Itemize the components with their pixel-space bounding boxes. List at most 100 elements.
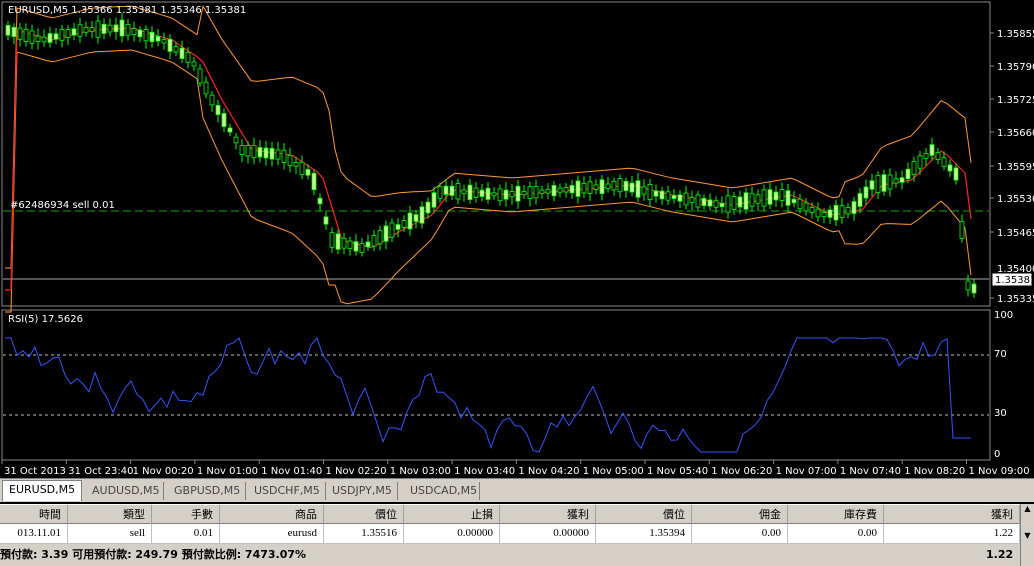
candle bbox=[491, 192, 497, 197]
candle bbox=[743, 192, 749, 210]
tab-audusd[interactable]: AUDUSD,M5 bbox=[86, 482, 164, 500]
candle bbox=[53, 33, 59, 40]
time-tick-label: 1 Nov 00:20 bbox=[133, 466, 194, 477]
candle bbox=[41, 36, 47, 43]
time-tick-label: 1 Nov 08:20 bbox=[904, 466, 965, 477]
candle bbox=[137, 29, 143, 38]
candle bbox=[953, 167, 959, 181]
candle bbox=[701, 198, 707, 206]
candle bbox=[191, 61, 197, 67]
col-profit[interactable]: 獲利 bbox=[884, 505, 1020, 524]
candle bbox=[467, 184, 473, 200]
col-symbol[interactable]: 商品 bbox=[220, 505, 324, 524]
scrollbar[interactable]: ▲ ▼ bbox=[1020, 504, 1034, 566]
time-tick-label: 1 Nov 03:40 bbox=[454, 466, 515, 477]
candle bbox=[803, 202, 809, 212]
time-tick-label: 1 Nov 07:00 bbox=[776, 466, 837, 477]
tab-gbpusd[interactable]: GBPUSD,M5 bbox=[168, 482, 246, 500]
col-type[interactable]: 類型 bbox=[68, 505, 152, 524]
candle bbox=[731, 196, 737, 210]
rsi-level-label: 70 bbox=[994, 349, 1007, 360]
candle bbox=[305, 169, 311, 176]
candle bbox=[17, 27, 23, 40]
candle bbox=[293, 162, 299, 167]
bollinger-upper bbox=[5, 4, 972, 269]
candle bbox=[251, 144, 257, 159]
time-tick-label: 1 Nov 02:20 bbox=[326, 466, 387, 477]
tab-usdcad[interactable]: USDCAD,M5 bbox=[404, 482, 480, 500]
candle bbox=[797, 198, 803, 210]
cell-symbol: eurusd bbox=[220, 524, 324, 543]
candle bbox=[101, 23, 107, 34]
account-summary: 預付款: 3.39 可用預付款: 249.79 預付款比例: 7473.07% … bbox=[0, 544, 1034, 566]
candle bbox=[239, 145, 245, 155]
candle bbox=[593, 184, 599, 190]
candle bbox=[761, 189, 767, 207]
candle bbox=[875, 175, 881, 193]
price-tick-label: 1.35400 bbox=[997, 264, 1034, 275]
candle bbox=[965, 280, 971, 291]
candle bbox=[569, 185, 575, 194]
candle bbox=[899, 177, 905, 183]
candle bbox=[125, 24, 131, 36]
candle bbox=[59, 29, 65, 41]
candle bbox=[389, 222, 395, 238]
candle bbox=[935, 152, 941, 160]
price-chart[interactable]: EURUSD,M5 1.35366 1.35381 1.35346 1.3538… bbox=[0, 0, 1034, 478]
candle bbox=[257, 147, 263, 158]
col-current-price[interactable]: 價位 bbox=[596, 505, 692, 524]
candle bbox=[623, 180, 629, 192]
candle bbox=[641, 186, 647, 195]
candle bbox=[521, 191, 527, 196]
candle bbox=[923, 153, 929, 159]
candle bbox=[65, 29, 71, 38]
candle bbox=[11, 26, 17, 38]
candle bbox=[401, 220, 407, 228]
candle bbox=[905, 168, 911, 180]
time-tick-label: 1 Nov 04:20 bbox=[518, 466, 579, 477]
candle bbox=[161, 39, 167, 44]
candle bbox=[221, 113, 227, 127]
time-tick-label: 1 Nov 07:40 bbox=[840, 466, 901, 477]
candle bbox=[119, 19, 125, 37]
candle bbox=[863, 186, 869, 199]
time-tick-label: 1 Nov 06:20 bbox=[711, 466, 772, 477]
candle bbox=[185, 51, 191, 63]
col-take-profit[interactable]: 獲利 bbox=[500, 505, 596, 524]
cell-current-price: 1.35394 bbox=[596, 524, 692, 543]
candle bbox=[233, 136, 239, 144]
col-commission[interactable]: 佣金 bbox=[692, 505, 788, 524]
candle bbox=[437, 186, 443, 199]
candle bbox=[431, 192, 437, 208]
candle bbox=[737, 196, 743, 208]
order-label: #62486934 sell 0.01 bbox=[10, 200, 115, 211]
col-time[interactable]: 時間 bbox=[0, 505, 68, 524]
chart-window[interactable]: EURUSD,M5 1.35366 1.35381 1.35346 1.3538… bbox=[0, 0, 1034, 478]
price-tick-label: 1.35530 bbox=[997, 194, 1034, 205]
current-price: 1.35381 bbox=[995, 275, 1034, 286]
candle bbox=[563, 186, 569, 193]
candle bbox=[941, 157, 947, 167]
candle bbox=[173, 46, 179, 53]
col-swap[interactable]: 庫存費 bbox=[788, 505, 884, 524]
col-price[interactable]: 價位 bbox=[324, 505, 404, 524]
tab-usdchf[interactable]: USDCHF,M5 bbox=[248, 482, 326, 500]
current-price-tag bbox=[991, 272, 1033, 287]
candle bbox=[815, 208, 821, 218]
candle bbox=[857, 193, 863, 207]
main-panel-frame bbox=[1, 1, 991, 307]
candle bbox=[503, 189, 509, 200]
rsi-level-label: 0 bbox=[994, 449, 1000, 460]
tab-eurusd[interactable]: EURUSD,M5 bbox=[2, 480, 82, 501]
table-row[interactable]: 013.11.01 06:14 sell 0.01 eurusd 1.35516… bbox=[0, 524, 1034, 558]
time-tick-label: 31 Oct 2013 bbox=[4, 466, 66, 477]
candle bbox=[719, 202, 725, 208]
price-tick-label: 1.35790 bbox=[997, 62, 1034, 73]
candle bbox=[629, 182, 635, 193]
candle bbox=[227, 127, 233, 133]
col-stop-loss[interactable]: 止損 bbox=[404, 505, 500, 524]
candle bbox=[197, 68, 203, 84]
col-lots[interactable]: 手數 bbox=[152, 505, 220, 524]
price-tick-label: 1.35725 bbox=[997, 95, 1034, 106]
tab-usdjpy[interactable]: USDJPY,M5 bbox=[326, 482, 398, 500]
